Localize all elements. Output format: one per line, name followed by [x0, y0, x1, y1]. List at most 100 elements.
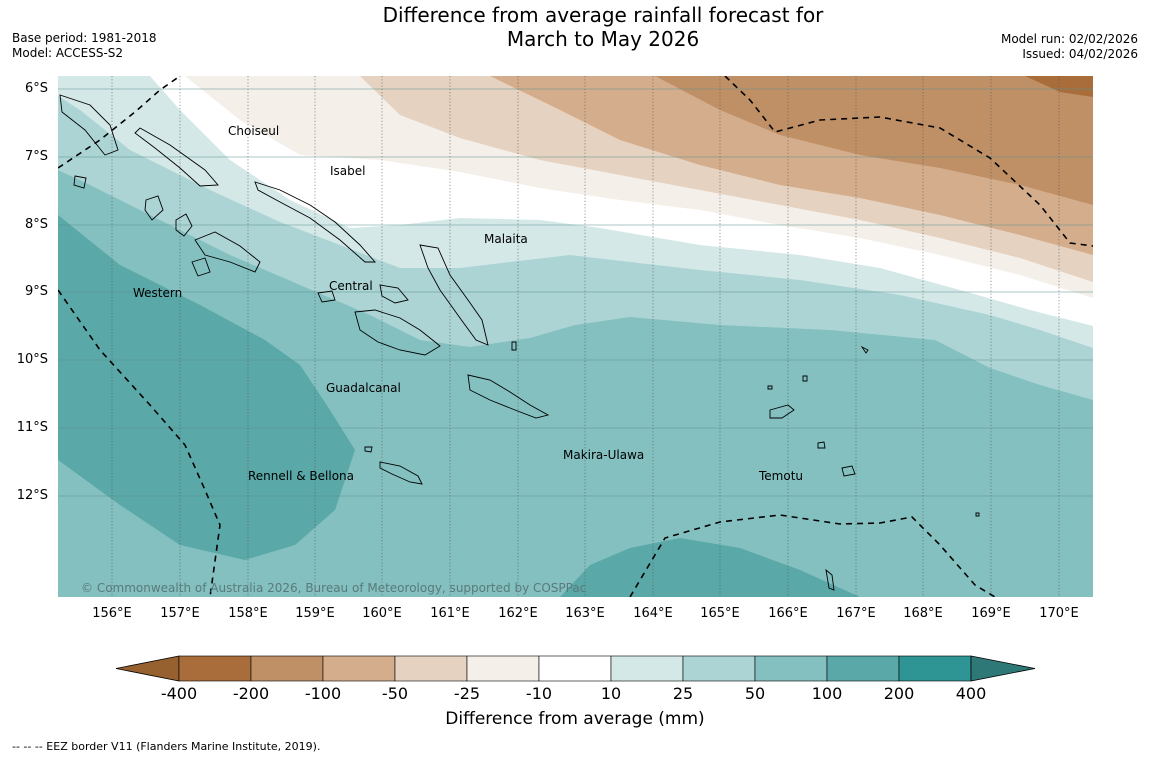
longitude-label: 169°E — [971, 606, 1011, 621]
colorbar-swatch — [826, 655, 900, 682]
contour-fields — [58, 76, 1093, 597]
island-new-georgia — [194, 231, 261, 273]
meta-right: Model run: 02/02/2026 Issued: 04/02/2026 — [1001, 32, 1138, 62]
region-label-guadalcanal: Guadalcanal — [326, 381, 401, 395]
colorbar-tick-label: 100 — [811, 684, 843, 703]
colorbar-tick-label: 400 — [955, 684, 987, 703]
island-bougainville-tip — [73, 175, 87, 189]
island-guadalcanal — [354, 309, 441, 356]
latitude-label: 11°S — [16, 420, 48, 435]
region-label-choiseul: Choiseul — [228, 124, 279, 138]
model-run: Model run: 02/02/2026 — [1000, 32, 1138, 46]
island-sikaiana — [860, 345, 869, 354]
colorbar-tick-label: 50 — [744, 684, 766, 703]
island-florida — [379, 284, 409, 304]
longitude-label: 160°E — [362, 606, 402, 621]
region-label-makira-ulawa: Makira-Ulawa — [563, 448, 644, 462]
island-shortlands — [59, 94, 119, 156]
band-100-200-west — [58, 215, 355, 560]
colorbar-over-arrow — [970, 655, 1036, 682]
island-ulawa — [511, 341, 517, 351]
region-label-western: Western — [133, 286, 182, 300]
islands — [59, 94, 980, 591]
base-period: Base period: 1981-2018 — [12, 31, 157, 45]
eez-borders — [58, 76, 1093, 597]
colorbar-swatch — [394, 655, 468, 682]
region-label-rennell-bellona: Rennell & Bellona — [248, 469, 354, 483]
longitude-label: 165°E — [700, 606, 740, 621]
island-vanikoro — [841, 465, 856, 477]
band-100-200-south — [560, 538, 860, 597]
band-minus100-200 — [655, 76, 1093, 205]
island-vella-lavella — [144, 195, 164, 221]
colorbar-swatch — [178, 655, 252, 682]
longitude-label: 157°E — [160, 606, 200, 621]
colorbar-title: Difference from average (mm) — [445, 709, 705, 729]
title-line-2: March to May 2026 — [506, 27, 700, 51]
eez-border-northeast — [724, 76, 1093, 247]
island-russell — [317, 290, 336, 303]
colorbar-swatch — [898, 655, 972, 682]
latitude-label: 7°S — [24, 149, 48, 164]
colorbar-tick-label: -400 — [160, 684, 198, 703]
colorbar-tick-label: -10 — [525, 684, 553, 703]
longitude-label: 168°E — [903, 606, 943, 621]
region-label-central: Central — [329, 279, 373, 293]
colorbar-swatch — [682, 655, 756, 682]
colorbar-swatch — [466, 655, 540, 682]
longitude-label: 170°E — [1039, 606, 1079, 621]
eez-border-southeast — [629, 514, 996, 597]
colorbar-under-arrow — [115, 655, 180, 682]
model-name: Model: ACCESS-S2 — [12, 46, 124, 60]
colorbar-swatch — [610, 655, 684, 682]
island-makira — [467, 374, 550, 419]
colorbar-swatch — [250, 655, 324, 682]
colorbar-swatch — [322, 655, 396, 682]
issued-date: Issued: 04/02/2026 — [1022, 47, 1138, 61]
latitude-label: 9°S — [24, 284, 48, 299]
colorbar-tick-label: -25 — [453, 684, 481, 703]
island-santa-cruz — [769, 404, 795, 419]
longitude-label: 161°E — [430, 606, 470, 621]
colorbar-tick-label: -100 — [304, 684, 342, 703]
longitude-label: 166°E — [768, 606, 808, 621]
island-tikopia — [825, 568, 835, 591]
longitude-label: 158°E — [228, 606, 268, 621]
longitude-label: 167°E — [836, 606, 876, 621]
title-line-1: Difference from average rainfall forecas… — [382, 3, 824, 27]
island-choiseul — [134, 127, 219, 187]
colorbar-swatch — [754, 655, 828, 682]
island-bellona — [364, 446, 373, 453]
chart-title: Difference from average rainfall forecas… — [300, 3, 906, 51]
colorbar-tick-label: 25 — [672, 684, 694, 703]
island-utupua — [817, 441, 826, 449]
island-anuta — [975, 512, 980, 517]
longitude-label: 159°E — [295, 606, 335, 621]
island-kolombangara — [175, 213, 193, 237]
grid-lines — [58, 76, 1093, 597]
meta-left: Base period: 1981-2018 Model: ACCESS-S2 — [12, 31, 157, 61]
eez-legend-note: -- -- -- EEZ border V11 (Flanders Marine… — [12, 740, 321, 753]
region-label-temotu: Temotu — [758, 469, 803, 483]
latitude-label: 8°S — [24, 217, 48, 232]
island-rennell — [379, 461, 423, 485]
colorbar-tick-label: -200 — [232, 684, 270, 703]
region-label-malaita: Malaita — [484, 232, 528, 246]
latitude-label: 6°S — [24, 81, 48, 96]
colorbar-tick-label: -50 — [381, 684, 409, 703]
eez-border-north — [58, 76, 181, 169]
copyright-notice: © Commonwealth of Australia 2026, Bureau… — [81, 581, 586, 595]
region-label-isabel: Isabel — [330, 164, 365, 178]
island-duff — [802, 375, 808, 382]
colorbar-swatch — [538, 655, 612, 682]
region-labels: Choiseul Isabel Malaita Central Western … — [133, 124, 803, 483]
colorbar-tick-label: 10 — [600, 684, 622, 703]
island-isabel — [254, 181, 376, 263]
longitude-label: 164°E — [633, 606, 673, 621]
colorbar — [115, 655, 1036, 682]
longitude-label: 156°E — [92, 606, 132, 621]
island-rendova — [191, 257, 211, 277]
colorbar-tick-label: 200 — [883, 684, 915, 703]
longitude-label: 162°E — [498, 606, 538, 621]
